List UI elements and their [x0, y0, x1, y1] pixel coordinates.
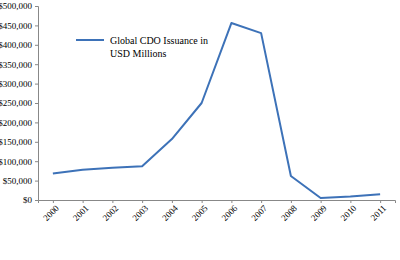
x-tick: 2000 — [41, 200, 61, 223]
y-tick-mark — [35, 181, 38, 182]
x-tick-label: 2002 — [101, 203, 121, 223]
y-tick-label: $0 — [23, 195, 33, 205]
x-tick-label: 2000 — [41, 203, 61, 223]
legend-label: Global CDO Issuance inUSD Millions — [110, 35, 208, 59]
y-tick-label: $100,000 — [0, 157, 33, 167]
y-tick: $450,000 — [0, 21, 38, 31]
x-tick-label: 2004 — [160, 203, 180, 223]
y-tick: $100,000 — [0, 157, 38, 167]
plot: $0 $50,000 $100,000 $150,000 $200,000 $250,00… — [0, 1, 396, 222]
y-tick-mark — [35, 45, 38, 46]
x-axis: 2000 2001 2002 2003 2004 2005 2006 2007 2008 2009… — [39, 200, 396, 223]
x-tick-label: 2011 — [369, 203, 389, 223]
y-tick-label: $50,000 — [3, 176, 33, 186]
x-tick-label: 2001 — [71, 203, 91, 223]
y-tick-mark — [35, 142, 38, 143]
y-tick-label: $400,000 — [0, 40, 33, 50]
y-tick-mark — [35, 25, 38, 26]
y-axis: $0 $50,000 $100,000 $150,000 $200,000 $250,00… — [0, 1, 39, 205]
y-tick-mark — [35, 6, 38, 7]
y-tick-mark — [35, 84, 38, 85]
y-tick-mark — [35, 161, 38, 162]
x-tick: 2005 — [190, 200, 210, 223]
y-tick: $0 — [23, 195, 38, 205]
x-tick: 2011 — [369, 200, 389, 223]
y-tick: $400,000 — [0, 40, 38, 50]
chart: $0 $50,000 $100,000 $150,000 $200,000 $250,00… — [0, 0, 400, 260]
x-tick: 2003 — [130, 200, 150, 223]
legend-swatch — [76, 39, 104, 41]
legend-item: Global CDO Issuance inUSD Millions — [76, 35, 208, 59]
y-tick-mark — [35, 103, 38, 104]
y-tick: $50,000 — [3, 176, 38, 186]
x-tick-label: 2003 — [130, 203, 150, 223]
y-tick: $350,000 — [0, 60, 38, 70]
y-tick: $250,000 — [0, 98, 38, 108]
x-tick: 2001 — [71, 200, 91, 223]
x-tick-label: 2005 — [190, 203, 210, 223]
y-axis-line — [35, 7, 39, 201]
y-tick: $500,000 — [0, 1, 38, 11]
legend: Global CDO Issuance inUSD Millions — [76, 35, 208, 59]
y-tick-label: $300,000 — [0, 79, 33, 89]
y-tick: $200,000 — [0, 118, 38, 128]
y-tick-label: $350,000 — [0, 60, 33, 70]
y-tick-mark — [35, 64, 38, 65]
x-tick: 2002 — [101, 200, 121, 223]
x-tick: 2010 — [339, 200, 359, 223]
x-axis-line — [39, 201, 396, 204]
x-tick-label: 2008 — [279, 203, 299, 223]
x-tick: 2008 — [279, 200, 299, 223]
x-tick: 2009 — [309, 200, 329, 223]
x-tick: 2006 — [220, 200, 240, 223]
x-tick-label: 2006 — [220, 203, 240, 223]
y-tick: $150,000 — [0, 137, 38, 147]
y-tick-label: $250,000 — [0, 98, 33, 108]
y-tick-mark — [35, 200, 38, 201]
y-tick-label: $150,000 — [0, 137, 33, 147]
x-tick-label: 2009 — [309, 203, 329, 223]
y-tick-label: $450,000 — [0, 21, 33, 31]
series-line — [53, 23, 380, 198]
y-tick-label: $500,000 — [0, 1, 33, 11]
x-tick-label: 2010 — [339, 203, 359, 223]
series-group — [53, 23, 380, 198]
x-tick-label: 2007 — [249, 203, 269, 223]
y-tick-mark — [35, 122, 38, 123]
x-tick: 2007 — [249, 200, 269, 223]
x-tick: 2004 — [160, 200, 180, 223]
y-tick-label: $200,000 — [0, 118, 33, 128]
y-tick: $300,000 — [0, 79, 38, 89]
